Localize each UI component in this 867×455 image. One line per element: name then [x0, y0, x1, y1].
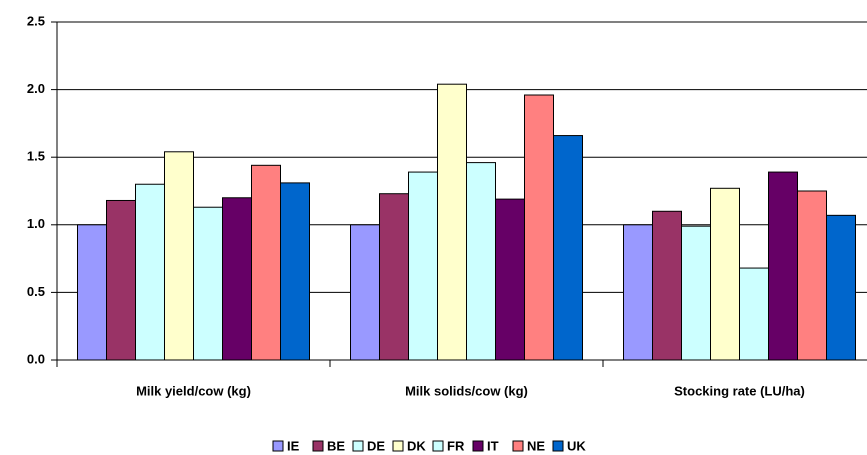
legend-swatch — [512, 440, 524, 452]
bar — [826, 214, 856, 361]
bar — [553, 135, 583, 361]
y-tick-label: 0.0 — [27, 351, 45, 366]
bar — [193, 206, 223, 361]
y-tick-label: 2.5 — [27, 13, 45, 28]
legend-label: BE — [327, 438, 345, 453]
bar — [379, 193, 409, 361]
x-tick-label: Stocking rate (LU/ha) — [674, 383, 805, 398]
bar — [739, 267, 769, 361]
bar — [222, 197, 252, 361]
x-tick-label: Milk yield/cow (kg) — [136, 383, 251, 398]
legend-swatch — [472, 440, 484, 452]
legend-swatch — [552, 440, 564, 452]
bar — [350, 224, 380, 361]
legend-swatch — [352, 440, 364, 452]
legend-swatch — [392, 440, 404, 452]
bar — [466, 162, 496, 361]
bar — [623, 224, 653, 361]
y-tick-label: 2.0 — [27, 81, 45, 96]
bar — [77, 224, 107, 361]
bar — [437, 83, 467, 361]
bar — [524, 94, 554, 361]
legend-label: DK — [407, 438, 426, 453]
y-tick-label: 1.5 — [27, 149, 45, 164]
x-tick-label: Milk solids/cow (kg) — [405, 383, 528, 398]
bar — [251, 164, 281, 361]
bar — [408, 171, 438, 361]
bar — [280, 182, 310, 361]
bar — [164, 151, 194, 361]
legend-swatch — [312, 440, 324, 452]
legend-label: NE — [527, 438, 545, 453]
bar — [652, 210, 682, 361]
bar — [681, 225, 711, 361]
bar — [495, 198, 525, 361]
legend-swatch — [272, 440, 284, 452]
legend-label: DE — [367, 438, 385, 453]
bar — [135, 183, 165, 361]
legend-label: IT — [487, 438, 499, 453]
legend-swatch — [432, 440, 444, 452]
y-tick-label: 0.5 — [27, 284, 45, 299]
bar — [768, 171, 798, 361]
y-tick-label: 1.0 — [27, 216, 45, 231]
bar — [710, 187, 740, 361]
bar — [106, 199, 136, 361]
legend-label: UK — [567, 438, 586, 453]
legend-label: IE — [287, 438, 300, 453]
legend-label: FR — [447, 438, 465, 453]
bar — [797, 190, 827, 361]
